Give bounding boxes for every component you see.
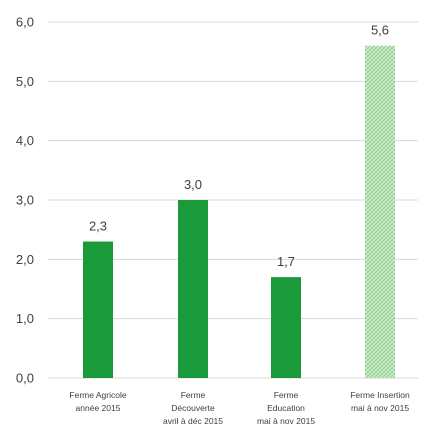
x-tick-label: Ferme Education mai à nov 2015: [257, 390, 315, 426]
x-tick-label-line: avril à déc 2015: [163, 416, 223, 426]
x-tick-label-line: Ferme: [274, 390, 299, 400]
x-axis-category-labels: Ferme Agricole année 2015 Ferme Découverte a…: [69, 390, 410, 426]
data-label: 5,6: [371, 23, 389, 38]
bar: [271, 277, 301, 378]
value-labels: 2,3 3,0 1,7 5,6: [89, 23, 389, 269]
y-tick-label: 6,0: [16, 15, 34, 30]
x-tick-label-line: mai à nov 2015: [351, 403, 409, 413]
x-tick-label-line: année 2015: [76, 403, 121, 413]
y-tick-label: 2,0: [16, 252, 34, 267]
x-tick-label: Ferme Agricole année 2015: [69, 390, 126, 413]
data-label: 2,3: [89, 219, 107, 234]
x-tick-label-line: Education: [267, 403, 305, 413]
bar: [365, 45, 395, 378]
y-tick-label: 4,0: [16, 133, 34, 148]
data-label: 1,7: [277, 254, 295, 269]
x-tick-label-line: Ferme: [181, 390, 206, 400]
bar: [83, 241, 113, 378]
x-tick-label-line: Ferme Insertion: [350, 390, 410, 400]
y-axis-tick-labels: 0,0 1,0 2,0 3,0 4,0 5,0 6,0: [16, 15, 34, 386]
y-tick-label: 1,0: [16, 311, 34, 326]
y-tick-label: 3,0: [16, 193, 34, 208]
x-tick-label: Ferme Découverte avril à déc 2015: [163, 390, 223, 426]
x-tick-label: Ferme Insertion mai à nov 2015: [350, 390, 410, 413]
x-tick-label-line: mai à nov 2015: [257, 416, 315, 426]
x-tick-label-line: Ferme Agricole: [69, 390, 126, 400]
y-tick-label: 0,0: [16, 371, 34, 386]
bars: [83, 45, 395, 378]
bar: [178, 200, 208, 378]
data-label: 3,0: [184, 177, 202, 192]
y-tick-label: 5,0: [16, 74, 34, 89]
x-tick-label-line: Découverte: [171, 403, 215, 413]
